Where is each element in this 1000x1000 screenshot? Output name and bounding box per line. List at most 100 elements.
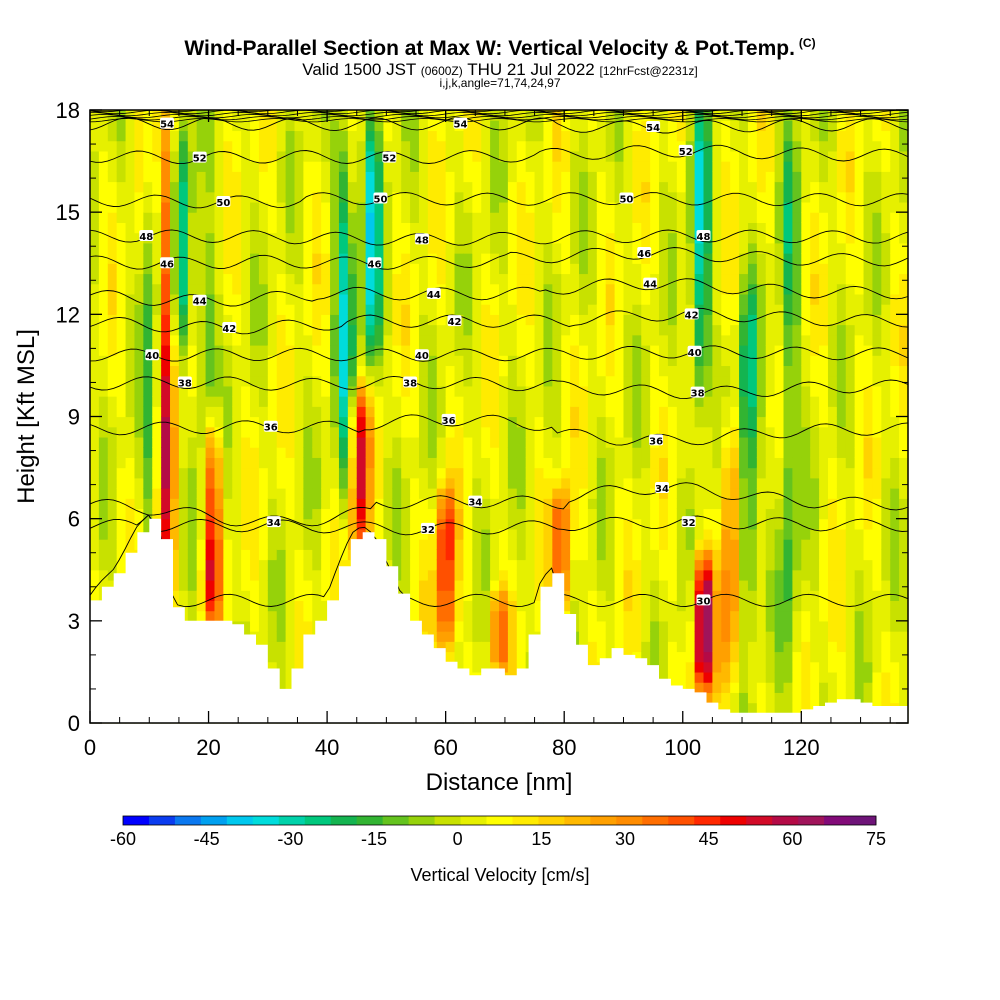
field-cell <box>605 406 616 418</box>
field-cell <box>747 293 758 305</box>
field-cell <box>543 396 553 407</box>
field-cell <box>641 590 651 601</box>
field-cell <box>472 559 482 571</box>
field-cell <box>659 406 669 418</box>
field-cell <box>410 508 420 520</box>
field-cell <box>819 273 829 285</box>
field-cell <box>650 631 660 642</box>
field-cell <box>187 130 198 142</box>
field-cell <box>792 631 802 642</box>
field-cell <box>561 232 571 244</box>
field-cell <box>285 375 296 387</box>
field-cell <box>187 488 198 499</box>
field-cell <box>214 447 224 458</box>
field-cell <box>267 304 278 315</box>
field-cell <box>810 682 820 693</box>
field-cell <box>90 569 100 581</box>
field-cell <box>356 508 367 520</box>
field-cell <box>374 355 385 367</box>
field-cell <box>472 549 482 561</box>
field-cell <box>241 191 251 203</box>
field-cell <box>427 365 438 377</box>
field-cell <box>507 212 518 223</box>
field-cell <box>810 150 820 162</box>
field-cell <box>587 150 598 162</box>
field-cell <box>543 273 553 285</box>
field-cell <box>756 477 767 489</box>
field-cell <box>792 191 802 203</box>
field-cell <box>579 171 589 183</box>
field-cell <box>161 436 171 448</box>
field-cell <box>525 181 536 193</box>
field-cell <box>267 406 278 418</box>
field-cell <box>436 293 447 305</box>
field-cell <box>312 508 322 520</box>
field-cell <box>614 150 625 162</box>
field-cell <box>196 120 207 132</box>
field-cell <box>783 426 794 438</box>
field-cell <box>810 222 820 234</box>
field-cell <box>774 222 785 234</box>
field-cell <box>178 385 189 397</box>
field-cell <box>783 344 794 356</box>
field-cell <box>232 406 242 418</box>
field-cell <box>107 559 118 571</box>
field-cell <box>747 651 758 663</box>
field-cell <box>694 171 705 183</box>
field-cell <box>285 396 296 407</box>
field-cell <box>383 416 393 428</box>
field-cell <box>436 385 447 397</box>
field-cell <box>499 569 509 581</box>
field-cell <box>641 488 651 499</box>
field-cell <box>801 447 811 458</box>
field-cell <box>685 130 696 142</box>
field-cell <box>170 355 180 367</box>
field-cell <box>810 201 820 213</box>
field-cell <box>472 569 482 581</box>
field-cell <box>552 518 562 530</box>
field-cell <box>774 406 785 418</box>
field-cell <box>187 324 198 336</box>
field-cell <box>107 283 118 295</box>
field-cell <box>178 590 189 601</box>
field-cell <box>490 365 500 377</box>
field-cell <box>819 610 829 622</box>
field-cell <box>374 304 385 315</box>
field-cell <box>570 273 580 285</box>
field-cell <box>187 467 198 479</box>
field-cell <box>481 314 491 326</box>
field-cell <box>427 498 438 510</box>
field-cell <box>267 191 278 203</box>
field-cell <box>712 201 722 213</box>
field-cell <box>383 344 393 356</box>
field-cell <box>258 426 269 438</box>
field-cell <box>810 477 820 489</box>
field-cell <box>161 130 171 142</box>
field-cell <box>730 324 740 336</box>
field-cell <box>712 600 722 612</box>
field-cell <box>152 365 162 377</box>
field-cell <box>641 293 651 305</box>
field-cell <box>383 375 393 387</box>
field-cell <box>312 365 322 377</box>
field-cell <box>703 671 713 683</box>
field-cell <box>294 304 304 315</box>
field-cell <box>579 569 589 581</box>
field-cell <box>534 150 545 162</box>
field-cell <box>321 263 331 275</box>
field-cell <box>463 365 473 377</box>
field-cell <box>392 416 402 428</box>
field-cell <box>579 436 589 448</box>
field-cell <box>258 181 269 193</box>
field-cell <box>605 436 616 448</box>
field-cell <box>454 181 465 193</box>
field-cell <box>792 273 802 285</box>
field-cell <box>721 324 731 336</box>
field-cell <box>303 171 313 183</box>
field-cell <box>676 426 687 438</box>
field-cell <box>90 385 100 397</box>
field-cell <box>170 242 180 254</box>
field-cell <box>801 355 811 367</box>
field-cell <box>392 528 402 540</box>
field-cell <box>472 579 482 591</box>
